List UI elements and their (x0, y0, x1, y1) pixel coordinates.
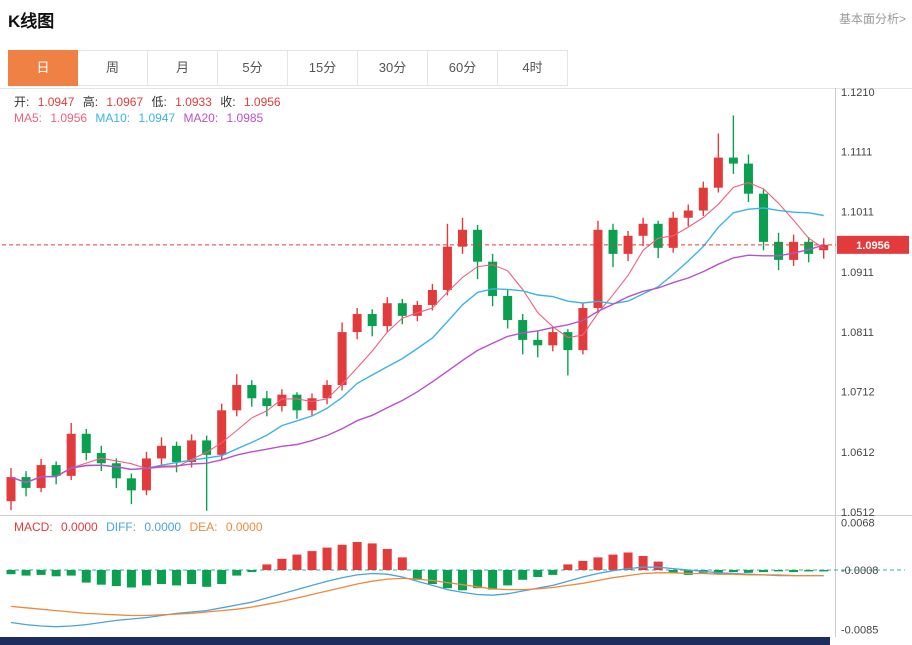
ma10-label: MA10: (95, 111, 131, 125)
svg-text:1.0811: 1.0811 (841, 327, 874, 339)
tab-4hour[interactable]: 4时 (498, 50, 568, 86)
diff-value: 0.0000 (144, 520, 182, 534)
ma-legend: MA5: 1.0956 MA10: 1.0947 MA20: 1.0985 (14, 111, 268, 125)
ma20-value: 1.0985 (226, 111, 264, 125)
svg-text:-0.0008: -0.0008 (841, 565, 878, 577)
tab-5min[interactable]: 5分 (218, 50, 288, 86)
svg-text:1.1111: 1.1111 (841, 147, 872, 159)
svg-text:1.0612: 1.0612 (841, 447, 875, 459)
macd-legend: MACD: 0.0000 DIFF: 0.0000 DEA: 0.0000 (14, 520, 268, 534)
tab-month[interactable]: 月 (148, 50, 218, 86)
close-label: 收: (220, 95, 236, 109)
ohlc-legend: 开: 1.0947 高: 1.0967 低: 1.0933 收: 1.0956 (14, 93, 286, 110)
tab-15min[interactable]: 15分 (288, 50, 358, 86)
open-value: 1.0947 (37, 95, 75, 109)
kline-chart[interactable]: 1.1210 1.1111 1.1011 1.0911 1.0811 1.0712 1.06… (0, 88, 912, 637)
page-title: K线图 (8, 12, 55, 31)
open-label: 开: (14, 95, 30, 109)
tab-60min[interactable]: 60分 (428, 50, 498, 86)
high-label: 高: (82, 95, 99, 109)
svg-text:1.0911: 1.0911 (841, 267, 874, 279)
close-value: 1.0956 (243, 95, 281, 109)
low-label: 低: (151, 95, 167, 109)
svg-text:1.1210: 1.1210 (841, 88, 875, 99)
svg-text:0.0068: 0.0068 (841, 517, 875, 529)
ma5-label: MA5: (14, 111, 43, 125)
tab-30min[interactable]: 30分 (358, 50, 428, 86)
ma5-value: 1.0956 (50, 111, 88, 125)
macd-label: MACD: (14, 520, 53, 534)
diff-label: DIFF: (106, 520, 137, 534)
svg-text:1.0512: 1.0512 (841, 507, 875, 519)
ma10-value: 1.0947 (138, 111, 176, 125)
macd-value: 0.0000 (61, 520, 98, 534)
dea-value: 0.0000 (225, 520, 263, 534)
svg-text:1.0712: 1.0712 (841, 387, 875, 399)
svg-text:1.1011: 1.1011 (841, 207, 874, 219)
fundamental-analysis-link[interactable]: 基本面分析> (838, 12, 906, 26)
page-header: K线图 基本面分析> (0, 0, 912, 44)
tab-day[interactable]: 日 (8, 50, 78, 86)
svg-text:1.0956: 1.0956 (856, 240, 890, 252)
low-value: 1.0933 (175, 95, 212, 109)
tab-week[interactable]: 周 (78, 50, 148, 86)
svg-text:-0.0085: -0.0085 (841, 625, 878, 637)
interval-tabs: 日 周 月 5分 15分 30分 60分 4时 (8, 50, 568, 86)
dea-label: DEA: (189, 520, 218, 534)
ma20-label: MA20: (183, 111, 219, 125)
high-value: 1.0967 (106, 95, 144, 109)
chart-scrollbar[interactable] (0, 637, 830, 645)
